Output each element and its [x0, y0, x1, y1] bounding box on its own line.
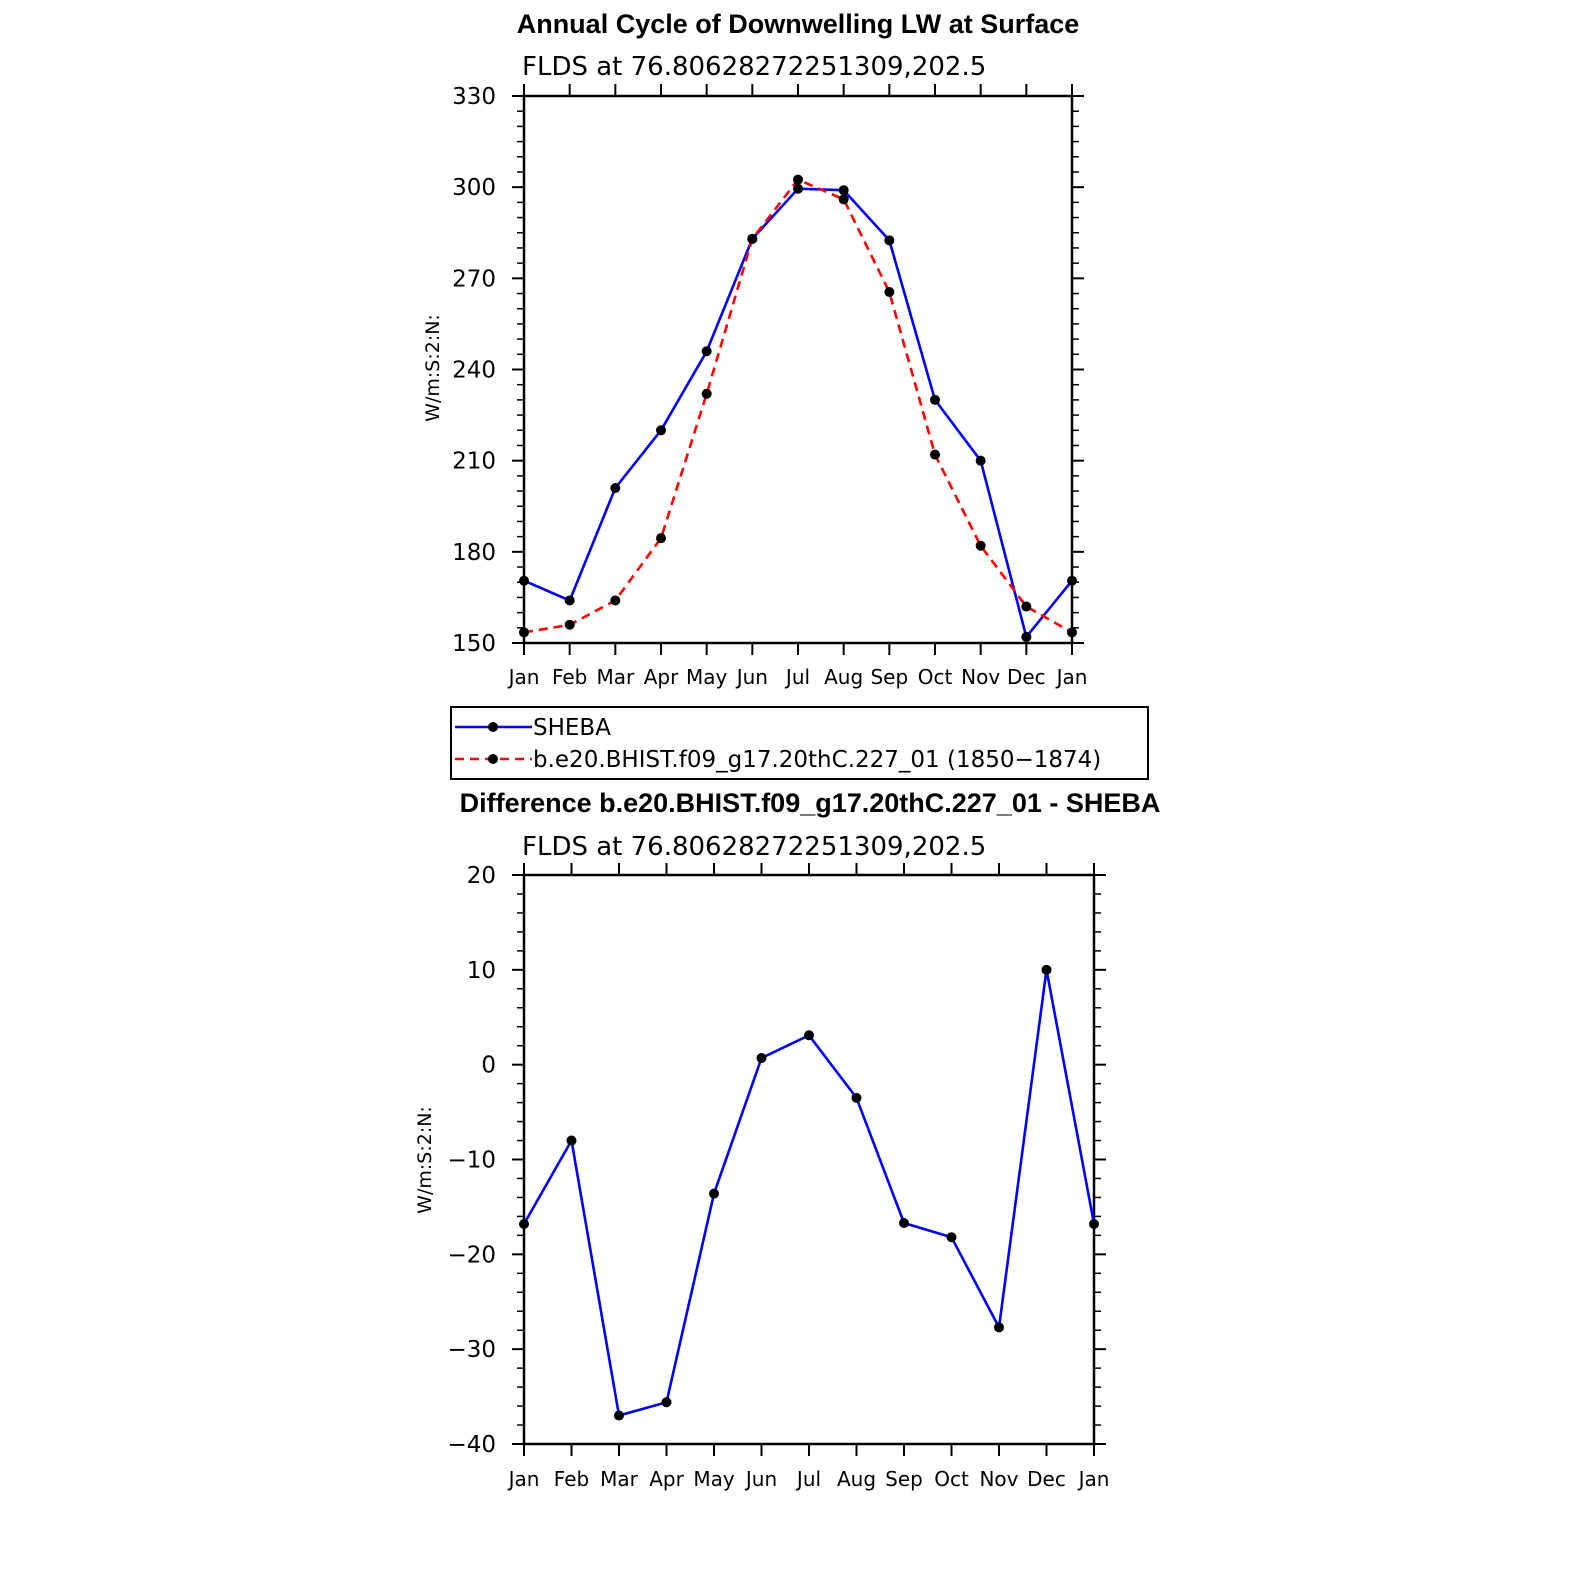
x-tick-label: Feb — [554, 1467, 589, 1491]
data-point-0 — [851, 1092, 862, 1103]
data-point-1 — [975, 540, 986, 551]
chart-subtitle: FLDS at 76.80628272251309,202.5 — [522, 832, 986, 862]
x-tick-label: Dec — [1027, 1467, 1066, 1491]
x-tick-label: May — [686, 665, 728, 689]
data-point-0 — [1067, 575, 1077, 586]
data-point-0 — [610, 483, 621, 494]
data-point-1 — [838, 194, 849, 205]
data-point-0 — [884, 235, 895, 246]
y-tick-label: −40 — [447, 1432, 496, 1458]
legend: SHEBA b.e20.BHIST.f09_g17.20thC.227_01 (… — [450, 706, 1149, 780]
x-tick-label: Sep — [870, 665, 908, 689]
y-tick-label: 210 — [452, 449, 496, 475]
legend-box — [450, 706, 1149, 780]
y-axis-label: W/m:S:2:N: — [414, 1106, 436, 1214]
legend-label-sheba: SHEBA — [533, 715, 611, 741]
x-tick-label: Jun — [735, 665, 768, 689]
x-tick-label: Jan — [1077, 1467, 1110, 1491]
data-point-1 — [793, 174, 803, 185]
x-tick-label: Jul — [795, 1467, 821, 1491]
y-tick-label: 0 — [481, 1053, 496, 1079]
x-tick-label: Nov — [961, 665, 1000, 689]
y-tick-label: −20 — [447, 1242, 496, 1268]
data-point-0 — [1089, 1218, 1099, 1229]
x-tick-label: Nov — [979, 1467, 1018, 1491]
data-point-1 — [1021, 601, 1032, 612]
x-tick-label: Jun — [744, 1467, 777, 1491]
x-tick-label: Sep — [885, 1467, 923, 1491]
data-point-0 — [994, 1322, 1004, 1333]
y-tick-label: 150 — [452, 631, 496, 657]
legend-label-model: b.e20.BHIST.f09_g17.20thC.227_01 (1850−1… — [533, 747, 1101, 773]
data-point-0 — [1021, 631, 1032, 642]
x-tick-label: Apr — [644, 665, 679, 689]
x-tick-label: Jan — [507, 1467, 540, 1491]
x-tick-label: Dec — [1007, 665, 1046, 689]
data-point-1 — [610, 595, 621, 606]
data-point-0 — [804, 1030, 814, 1041]
y-axis-label: W/m:S:2:N: — [422, 314, 444, 422]
chart-title: Annual Cycle of Downwelling LW at Surfac… — [517, 9, 1080, 39]
legend-marker-model — [488, 754, 498, 764]
x-tick-label: Jan — [507, 665, 540, 689]
data-point-0 — [614, 1410, 624, 1421]
data-point-1 — [564, 619, 575, 630]
x-tick-label: Jan — [1055, 665, 1088, 689]
y-tick-label: 270 — [452, 266, 496, 292]
data-point-0 — [709, 1188, 719, 1199]
data-point-1 — [884, 287, 895, 298]
series-line-0 — [523, 187, 1074, 639]
data-point-0 — [756, 1053, 767, 1064]
data-point-0 — [899, 1218, 909, 1229]
x-tick-label: Aug — [837, 1467, 876, 1491]
y-tick-label: −30 — [447, 1337, 496, 1363]
data-point-1 — [1067, 627, 1077, 638]
difference-chart: Difference b.e20.BHIST.f09_g17.20thC.227… — [414, 788, 1160, 1491]
y-tick-label: 300 — [452, 175, 496, 201]
data-point-1 — [656, 533, 666, 544]
data-point-0 — [838, 185, 849, 196]
data-point-1 — [519, 627, 529, 638]
y-tick-label: 20 — [467, 863, 496, 889]
data-point-0 — [975, 455, 986, 466]
data-point-0 — [793, 183, 803, 194]
data-point-1 — [930, 449, 940, 460]
data-point-0 — [656, 425, 666, 436]
plot-area: 150 180 210 240 270 300 330 Jan Feb Mar Apr May Jun J… — [452, 84, 1087, 689]
data-point-0 — [1041, 964, 1052, 975]
x-tick-label: Mar — [600, 1467, 639, 1491]
y-tick-label: −10 — [447, 1148, 496, 1174]
x-tick-label: Oct — [918, 665, 953, 689]
data-point-0 — [566, 1135, 577, 1146]
chart-title: Difference b.e20.BHIST.f09_g17.20thC.227… — [460, 788, 1161, 818]
x-tick-label: Feb — [552, 665, 587, 689]
data-point-0 — [946, 1232, 957, 1243]
x-tick-label: Apr — [649, 1467, 684, 1491]
y-tick-label: 180 — [452, 540, 496, 566]
data-point-1 — [747, 233, 758, 244]
data-point-0 — [564, 595, 575, 606]
series-line-1 — [523, 178, 1073, 634]
data-point-0 — [519, 575, 529, 586]
data-point-0 — [661, 1397, 672, 1408]
x-tick-label: Oct — [934, 1467, 969, 1491]
y-tick-label: 240 — [452, 358, 496, 384]
plot-area: −40 −30 −20 −10 0 10 20 Jan Feb Mar Apr May Jun Jul Au… — [447, 863, 1109, 1491]
data-point-0 — [930, 394, 940, 405]
x-tick-label: Aug — [824, 665, 863, 689]
annual-cycle-chart: Annual Cycle of Downwelling LW at Surfac… — [422, 9, 1087, 689]
x-tick-label: May — [693, 1467, 735, 1491]
x-tick-label: Mar — [596, 665, 635, 689]
data-point-0 — [519, 1218, 529, 1229]
chart-subtitle: FLDS at 76.80628272251309,202.5 — [522, 52, 986, 82]
data-point-1 — [701, 388, 712, 399]
legend-marker-sheba — [488, 722, 498, 732]
x-tick-label: Jul — [784, 665, 810, 689]
data-point-0 — [701, 346, 712, 357]
y-tick-label: 330 — [452, 84, 496, 110]
y-tick-label: 10 — [467, 958, 496, 984]
